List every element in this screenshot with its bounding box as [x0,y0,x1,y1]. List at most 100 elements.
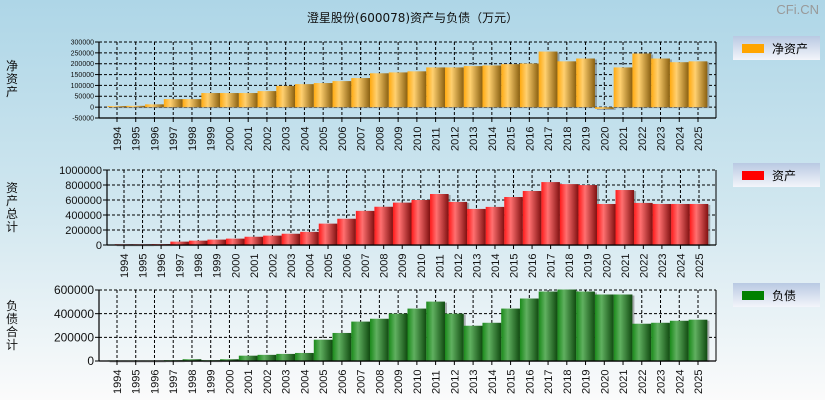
y-tick-label: 150000 [71,72,94,79]
legend-swatch [742,170,764,180]
y-tick-label: 0 [96,240,102,252]
x-tick-label: 2022 [638,254,650,278]
x-tick-label: 2023 [656,370,668,394]
x-tick-label: 2004 [304,254,316,278]
y-tick-label: -50000 [72,115,94,122]
y-tick-label: 200000 [65,225,102,237]
bar-2015 [504,197,523,245]
bar-1997 [163,99,183,108]
x-tick-label: 2010 [412,127,424,151]
bar-2017 [541,182,560,245]
bar-2023 [651,58,670,108]
bar-2021 [613,67,633,108]
bar-2024 [669,62,689,108]
bar-2001 [238,355,258,361]
legend-label: 净资产 [772,41,809,56]
x-tick-label: 2005 [318,370,330,394]
x-tick-label: 2024 [675,254,687,278]
x-tick-label: 2000 [224,370,236,394]
x-tick-label: 2014 [490,254,502,278]
x-tick-label: 1995 [131,127,143,151]
bar-1997 [170,241,189,245]
x-tick-label: 2001 [249,254,261,278]
x-tick-label: 2002 [262,127,274,151]
bar-2004 [295,84,314,108]
x-tick-label: 2010 [412,370,424,394]
x-tick-label: 1996 [156,254,168,278]
bar-2008 [370,73,389,108]
watermark: CFi.CN [776,2,819,17]
bar-2007 [351,321,371,361]
x-tick-label: 2012 [449,370,461,394]
bar-2013 [463,66,483,108]
y-tick-label: 200000 [71,61,94,68]
bar-2019 [576,58,595,108]
x-tick-label: 2010 [416,254,428,278]
bar-2021 [615,190,635,245]
x-tick-label: 2000 [224,127,236,151]
y-tick-label: 800000 [65,180,102,192]
bar-2014 [482,65,502,108]
bar-2012 [444,67,464,108]
x-tick-label: 1995 [131,370,143,394]
bar-2000 [220,93,239,108]
y-tick-label: 0 [87,354,94,368]
bar-2013 [467,208,486,245]
bar-1999 [201,93,221,108]
bar-2020 [596,203,616,245]
bar-2025 [688,61,708,108]
legend-total-assets: 资产 [733,163,820,187]
bar-shadow [116,245,136,247]
x-tick-label: 2008 [379,254,391,278]
legend-net-assets: 净资产 [733,36,820,60]
bar-2008 [374,206,393,245]
x-tick-label: 2003 [286,254,298,278]
bar-shadow [109,107,129,109]
x-tick-label: 2017 [543,127,555,151]
bar-1999 [207,239,227,245]
x-tick-label: 1999 [206,127,218,151]
x-tick-label: 2013 [468,370,480,394]
x-tick-label: 2005 [318,127,330,151]
x-tick-label: 2018 [562,127,574,151]
x-tick-label: 1997 [168,127,180,151]
x-tick-label: 2011 [434,254,446,278]
x-tick-label: 2022 [637,127,649,151]
bar-2003 [276,85,296,108]
x-tick-label: 2016 [524,127,536,151]
legend-total-liabilities: 负债 [733,283,820,307]
bar-2010 [411,200,431,245]
y-tick-label: 100000 [71,83,94,90]
bar-shadow [165,361,185,363]
bar-2008 [370,318,389,361]
bar-2009 [392,202,412,245]
bar-2017 [538,291,558,361]
x-tick-label: 2025 [693,370,705,394]
y-tick-label: 600000 [65,195,102,207]
bar-2023 [652,203,672,245]
y-tick-label: 0 [90,105,94,112]
x-tick-label: 2004 [299,127,311,151]
bar-2016 [519,298,539,361]
legend-label: 资产 [772,168,797,183]
x-tick-label: 2018 [562,370,574,394]
y-tick-label: 250000 [71,50,94,57]
y-tick-label: 400000 [54,307,94,321]
x-tick-label: 2025 [693,127,705,151]
x-tick-label: 1996 [149,370,161,394]
x-tick-label: 2004 [299,370,311,394]
x-tick-label: 2022 [637,370,649,394]
x-tick-label: 2008 [374,127,386,151]
bar-2002 [257,354,277,361]
bar-2005 [318,223,338,245]
bar-1996 [145,104,164,108]
x-tick-label: 1997 [175,254,187,278]
bar-2003 [276,353,296,361]
x-tick-label: 1999 [212,254,224,278]
bar-shadow [109,361,129,363]
bar-2019 [576,291,595,361]
x-tick-label: 1999 [206,370,218,394]
bar-2011 [430,194,449,245]
x-tick-label: 2009 [393,127,405,151]
bar-1995 [126,105,146,108]
